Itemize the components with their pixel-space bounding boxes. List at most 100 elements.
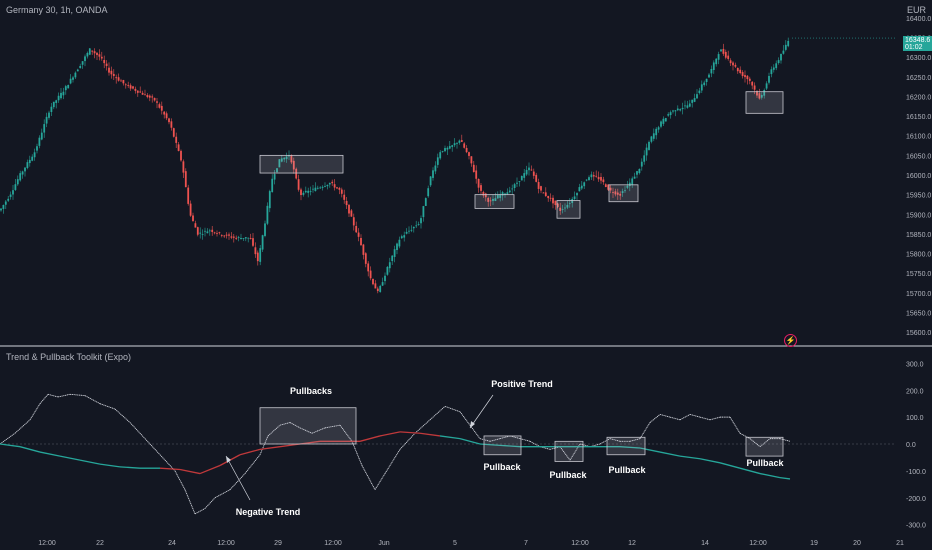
candle-body <box>453 143 456 146</box>
candle-body <box>720 49 722 52</box>
trend-ma-segment <box>199 464 221 475</box>
candle-body <box>770 69 773 75</box>
candle-body <box>381 282 384 286</box>
oscillator-segment <box>374 473 386 490</box>
price-tick-label: 16200.0 <box>906 94 931 101</box>
candle-body <box>112 73 115 77</box>
candle-body <box>480 185 482 191</box>
time-tick-label: 21 <box>896 540 904 547</box>
candle-body <box>388 262 391 269</box>
trend-ma-segment <box>779 476 791 480</box>
candle-body <box>268 191 271 209</box>
candle-body <box>667 114 670 116</box>
candle-body <box>784 44 787 50</box>
candle-body <box>614 191 617 195</box>
candle-body <box>163 111 166 115</box>
candle-body <box>621 191 624 193</box>
candle-body <box>201 233 204 235</box>
candle-body <box>463 143 466 148</box>
candle-body <box>564 207 566 209</box>
oscillator-segment <box>204 497 216 509</box>
candle-body <box>213 232 216 234</box>
lightning-icon[interactable]: ⚡ <box>784 334 797 347</box>
time-tick-label: 12:00 <box>749 540 767 547</box>
candle-body <box>9 194 12 197</box>
candle-body <box>674 110 677 112</box>
candle-body <box>132 86 134 89</box>
candle-body <box>717 54 720 60</box>
candle-body <box>465 147 468 153</box>
oscillator-tick-label: -200.0 <box>906 496 926 503</box>
trend-ma-segment <box>499 444 521 448</box>
candle-body <box>74 72 77 78</box>
highlight-box <box>554 440 584 462</box>
candle-body <box>144 94 146 96</box>
candle-body <box>741 72 744 77</box>
candle-body <box>129 85 132 89</box>
candle-body <box>194 223 197 228</box>
candle-body <box>410 229 413 231</box>
candle-body <box>151 96 154 98</box>
candle-body <box>492 198 494 201</box>
candle-body <box>626 185 629 188</box>
candle-body <box>578 187 581 192</box>
candle-body <box>321 186 324 188</box>
candle-body <box>165 113 168 119</box>
oscillator-segment <box>289 422 301 429</box>
candle-body <box>36 146 38 151</box>
candle-body <box>208 230 211 232</box>
candle-body <box>218 232 221 234</box>
candle-body <box>691 99 694 103</box>
candle-body <box>55 100 58 103</box>
candle-body <box>508 190 511 193</box>
candle-body <box>264 223 266 236</box>
oscillator-segment <box>414 419 431 434</box>
candle-body <box>489 200 492 202</box>
candle-body <box>156 101 158 103</box>
candle-body <box>429 176 432 186</box>
candle-body <box>14 184 17 190</box>
candle-body <box>372 278 374 285</box>
candle-body <box>434 165 437 172</box>
candle-body <box>746 75 749 80</box>
last-price: 16348.6 <box>905 37 931 44</box>
candle-body <box>204 230 206 232</box>
candle-body <box>662 118 665 124</box>
candle-body <box>436 157 439 165</box>
oscillator-segment <box>459 411 471 426</box>
oscillator-segment <box>69 393 86 397</box>
candle-body <box>576 193 578 196</box>
candle-body <box>28 159 31 164</box>
candle-body <box>115 77 118 79</box>
candle-body <box>415 225 418 227</box>
candle-body <box>580 185 583 189</box>
candle-body <box>681 107 684 110</box>
candle-body <box>91 50 94 52</box>
candle-body <box>609 187 612 191</box>
candle-body <box>172 128 175 137</box>
candle-body <box>60 92 62 99</box>
candle-body <box>40 132 43 140</box>
time-tick-label: 14 <box>701 540 709 547</box>
candle-body <box>494 198 497 201</box>
highlight-box <box>474 194 515 209</box>
oscillator-segment <box>29 403 41 421</box>
candle-body <box>542 192 545 194</box>
oscillator-segment <box>659 414 671 418</box>
oscillator-segment <box>159 454 176 472</box>
trend-ma-segment <box>159 467 181 471</box>
candle-body <box>79 65 82 69</box>
candle-body <box>496 195 499 199</box>
candle-body <box>727 55 730 59</box>
candle-body <box>96 52 98 56</box>
candle-body <box>650 136 653 142</box>
oscillator-segment <box>679 414 691 421</box>
candle-body <box>38 137 41 146</box>
candle-body <box>319 187 322 189</box>
candle-body <box>216 233 218 235</box>
oscillator-segment <box>259 435 269 455</box>
candle-body <box>206 231 209 234</box>
candle-body <box>756 90 758 96</box>
candle-body <box>300 189 302 196</box>
